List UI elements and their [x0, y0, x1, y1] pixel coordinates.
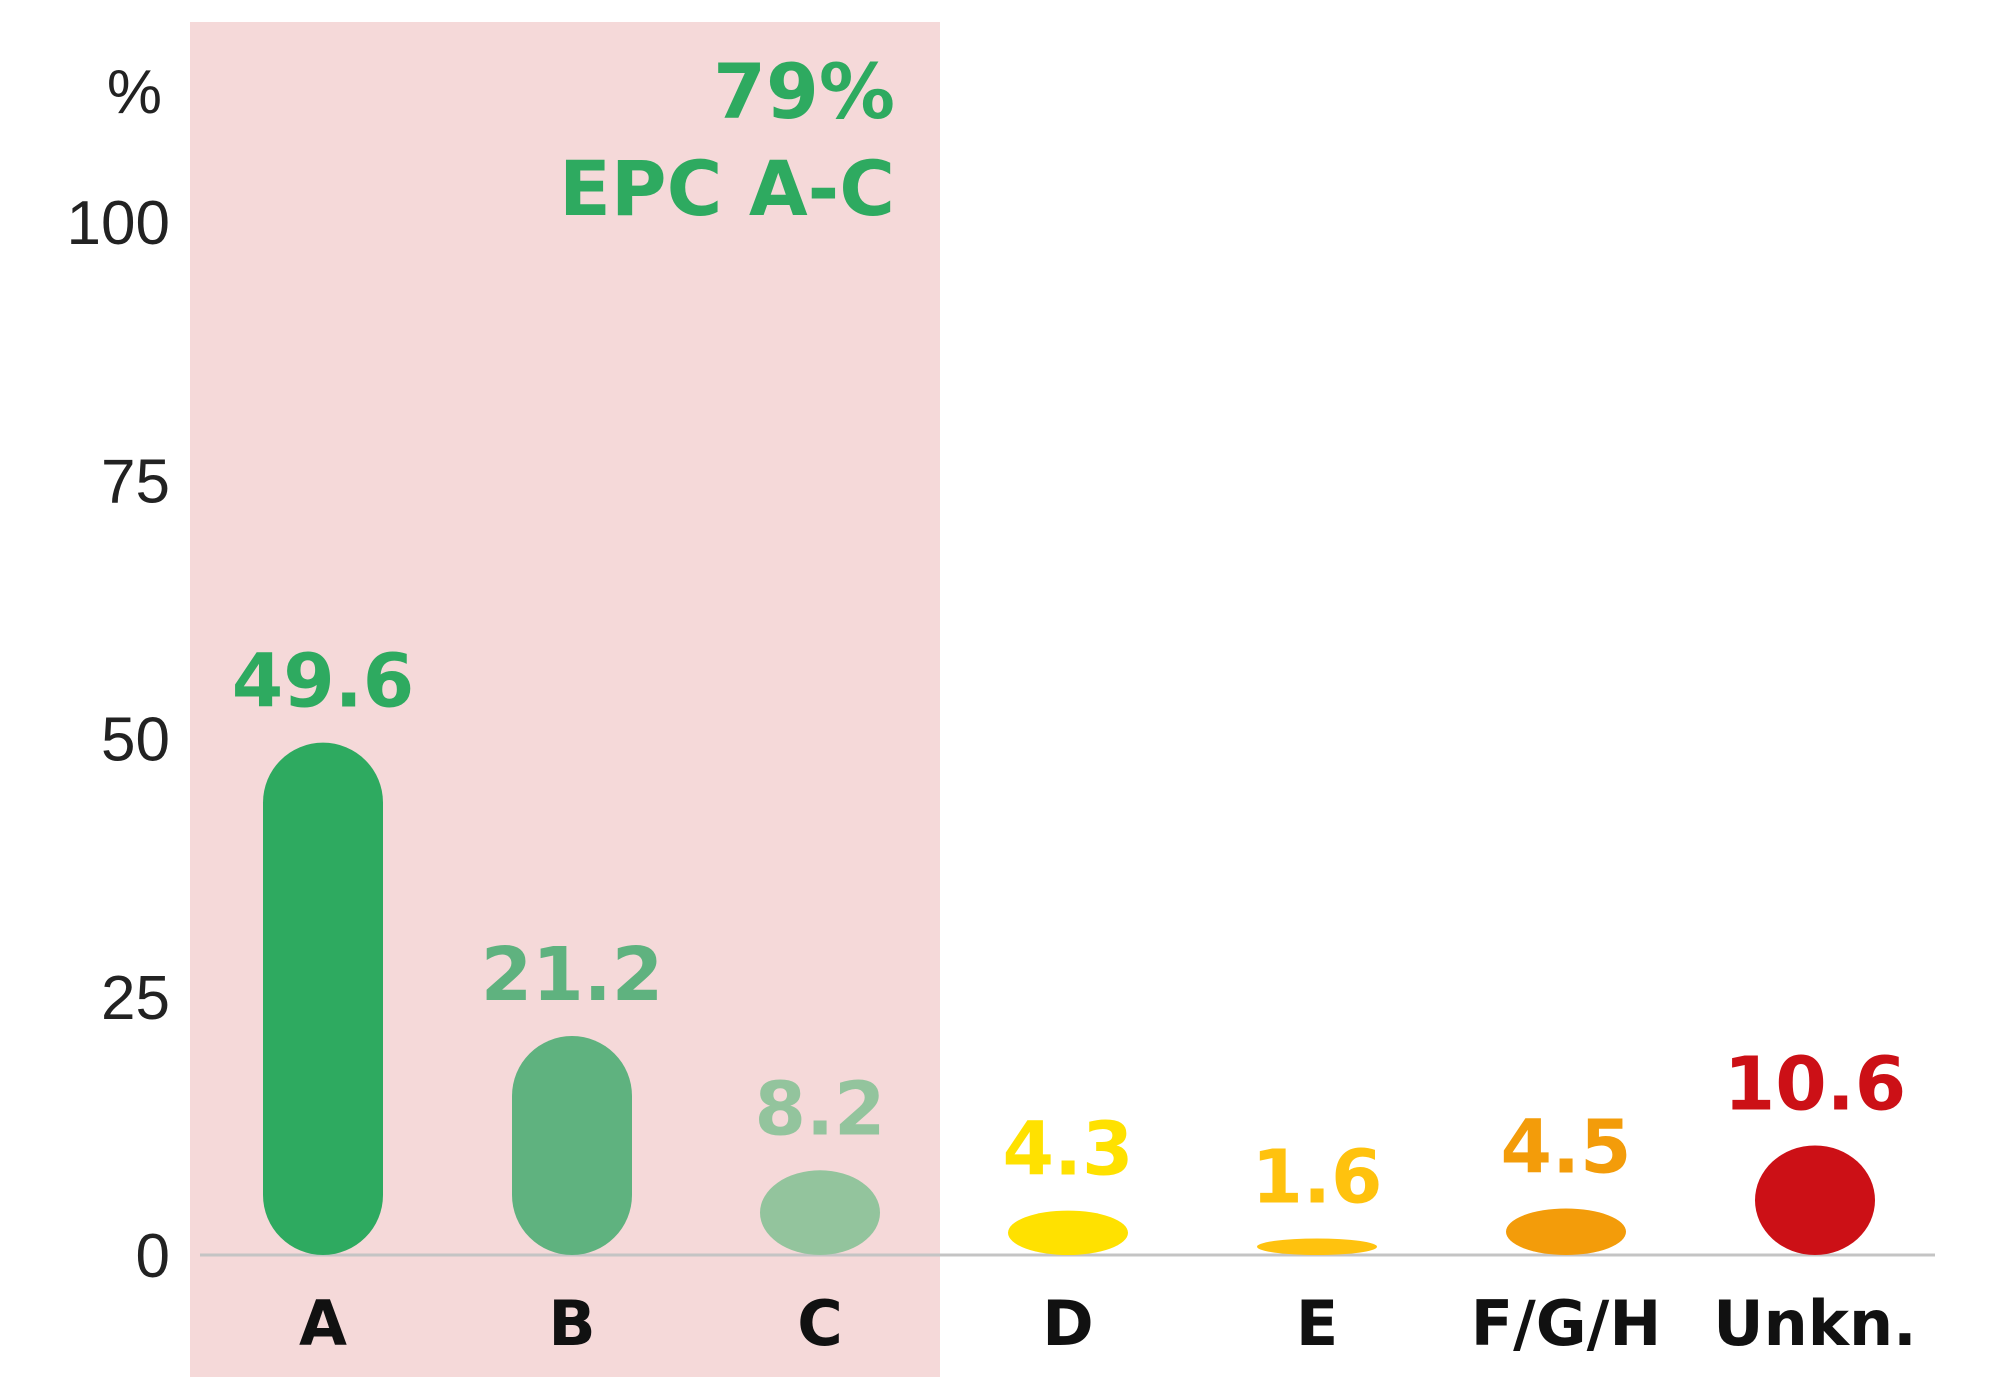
highlight-annotation-line2: EPC A-C	[559, 144, 895, 233]
bar	[263, 742, 383, 1255]
y-tick-label: 75	[101, 447, 170, 516]
data-label: 49.6	[232, 639, 415, 725]
y-axis-unit: %	[107, 58, 162, 127]
bar	[760, 1170, 880, 1255]
data-label: 4.5	[1500, 1105, 1631, 1191]
category-label: F/G/H	[1471, 1287, 1661, 1360]
data-label: 8.2	[754, 1066, 885, 1152]
bar	[1257, 1238, 1377, 1255]
bar	[1008, 1210, 1128, 1255]
data-label: 1.6	[1251, 1134, 1382, 1220]
y-tick-label: 50	[101, 706, 170, 775]
data-label: 4.3	[1002, 1107, 1133, 1193]
category-label: Unkn.	[1713, 1287, 1916, 1360]
highlight-annotation-line1: 79%	[713, 47, 895, 136]
category-label: E	[1296, 1287, 1338, 1360]
bar	[1506, 1208, 1626, 1255]
bar	[512, 1036, 632, 1255]
data-label: 10.6	[1724, 1042, 1907, 1128]
y-tick-label: 100	[67, 189, 170, 258]
bar	[1755, 1145, 1875, 1255]
y-tick-label: 25	[101, 964, 170, 1033]
data-label: 21.2	[481, 932, 664, 1018]
category-label: C	[797, 1287, 843, 1360]
y-tick-label: 0	[136, 1222, 170, 1291]
category-label: A	[299, 1287, 347, 1360]
category-label: B	[548, 1287, 595, 1360]
category-label: D	[1042, 1287, 1093, 1360]
